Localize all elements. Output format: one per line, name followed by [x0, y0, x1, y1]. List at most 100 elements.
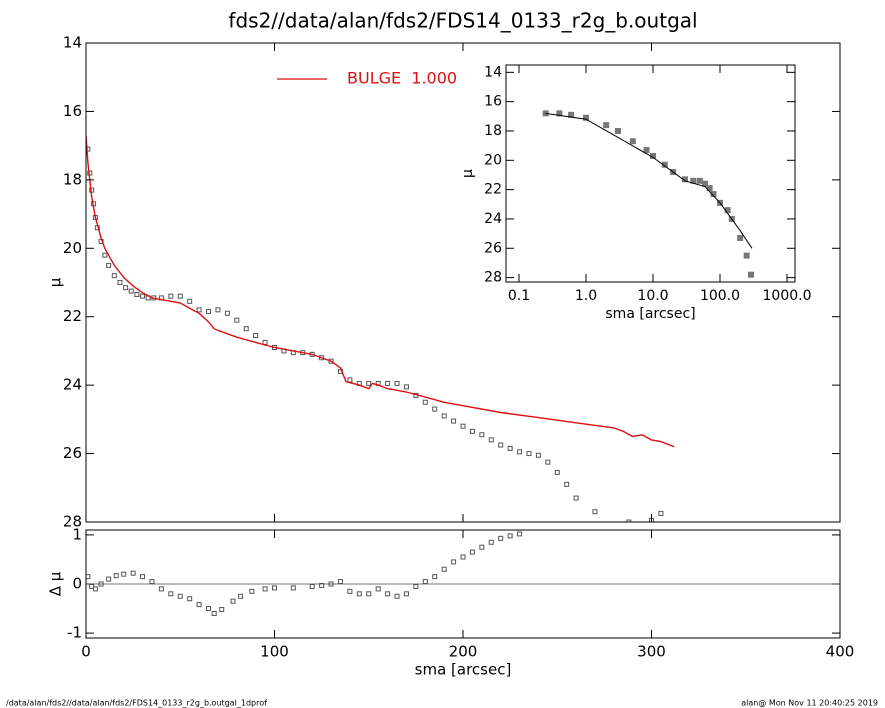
- y-tick-label: 22: [63, 307, 82, 325]
- data-point: [187, 298, 193, 304]
- x-tick-label: 0: [81, 643, 91, 661]
- data-point: [422, 399, 428, 405]
- data-point: [113, 573, 119, 579]
- data-point: [545, 459, 551, 465]
- y-tick-label: 28: [484, 270, 502, 286]
- x-tick-label: 100: [260, 643, 289, 661]
- x-tick-label: 300: [637, 643, 666, 661]
- data-point: [177, 293, 183, 299]
- data-point: [626, 519, 632, 522]
- footer-right: alan@ Mon Nov 11 20:40:25 2019: [741, 699, 878, 708]
- y-tick-label: 24: [484, 211, 502, 227]
- x-tick-label: 1.0: [575, 288, 597, 304]
- frame: [505, 64, 796, 283]
- data-point: [696, 177, 703, 184]
- data-point: [219, 607, 225, 613]
- data-point: [517, 449, 523, 455]
- line-series: [545, 112, 753, 249]
- footer-left: /data/alan/fds2//data/alan/fds2/FDS14_01…: [6, 699, 267, 708]
- data-point: [469, 428, 475, 434]
- y-tick-label: 24: [63, 376, 82, 394]
- data-point: [629, 138, 636, 145]
- data-point: [134, 291, 140, 297]
- data-point: [535, 452, 541, 458]
- data-point: [211, 610, 217, 616]
- y-axis-label: μ: [47, 277, 65, 287]
- y-tick-label: 18: [484, 123, 502, 139]
- data-point: [403, 384, 409, 390]
- plot-area: [542, 110, 754, 278]
- data-point: [710, 191, 717, 198]
- y-tick-label: 26: [484, 240, 502, 256]
- x-tick-label: 100.0: [700, 288, 740, 304]
- data-point: [356, 591, 362, 597]
- data-point: [130, 570, 136, 576]
- data-point: [337, 579, 343, 585]
- data-point: [582, 114, 589, 121]
- data-point: [554, 469, 560, 475]
- data-point: [168, 293, 174, 299]
- data-point: [347, 588, 353, 594]
- y-tick-label: 16: [484, 94, 502, 110]
- data-point: [441, 566, 447, 572]
- data-point: [460, 554, 466, 560]
- data-point: [106, 262, 112, 268]
- data-point: [243, 326, 249, 332]
- data-point: [743, 252, 750, 259]
- data-point: [92, 586, 98, 592]
- data-point: [230, 598, 236, 604]
- data-point: [102, 252, 108, 258]
- x-axis-label: sma [arcsec]: [605, 306, 695, 322]
- data-point: [187, 596, 193, 602]
- data-point: [385, 591, 391, 597]
- data-point: [224, 310, 230, 316]
- data-point: [309, 583, 315, 589]
- plot-area: [86, 135, 675, 522]
- data-point: [643, 147, 650, 154]
- data-point: [385, 380, 391, 386]
- x-tick-label: 0.1: [508, 288, 530, 304]
- chart-title: fds2//data/alan/fds2/FDS14_0133_r2g_b.ou…: [228, 9, 697, 33]
- x-tick-label: 400: [826, 643, 855, 661]
- data-point: [168, 591, 174, 597]
- line-series: [86, 135, 675, 448]
- y-tick-label: 16: [63, 102, 82, 120]
- data-point: [507, 533, 513, 539]
- y-tick-label: 22: [484, 182, 502, 198]
- y-tick-label: 0: [72, 575, 82, 593]
- data-point: [140, 574, 146, 580]
- data-point: [432, 574, 438, 580]
- data-point: [451, 559, 457, 565]
- y-tick-label: 14: [63, 34, 82, 52]
- x-tick-label: 200: [449, 643, 478, 661]
- y-axis-label: μ: [460, 169, 476, 178]
- legend-label: BULGE 1.000: [347, 69, 457, 88]
- data-point: [117, 280, 123, 285]
- data-point: [253, 333, 259, 339]
- data-point: [737, 235, 744, 242]
- data-point: [196, 307, 202, 313]
- data-point: [614, 127, 621, 134]
- data-point: [249, 588, 255, 594]
- y-tick-label: 26: [63, 444, 82, 462]
- data-point: [573, 495, 579, 501]
- data-point: [111, 273, 117, 279]
- y-tick-label: 1: [72, 525, 82, 543]
- data-point: [128, 288, 134, 294]
- data-point: [432, 406, 438, 412]
- data-point: [123, 285, 129, 291]
- data-point: [366, 380, 372, 386]
- y-tick-label: 18: [63, 170, 82, 188]
- data-point: [238, 593, 244, 599]
- data-point: [556, 110, 563, 117]
- data-point: [592, 509, 598, 515]
- data-point: [290, 585, 296, 591]
- data-point: [479, 544, 485, 550]
- data-point: [262, 586, 268, 592]
- data-point: [196, 602, 202, 608]
- data-point: [441, 413, 447, 419]
- y-axis-label: Δ μ: [47, 571, 65, 596]
- x-tick-label: 1000.0: [763, 288, 812, 304]
